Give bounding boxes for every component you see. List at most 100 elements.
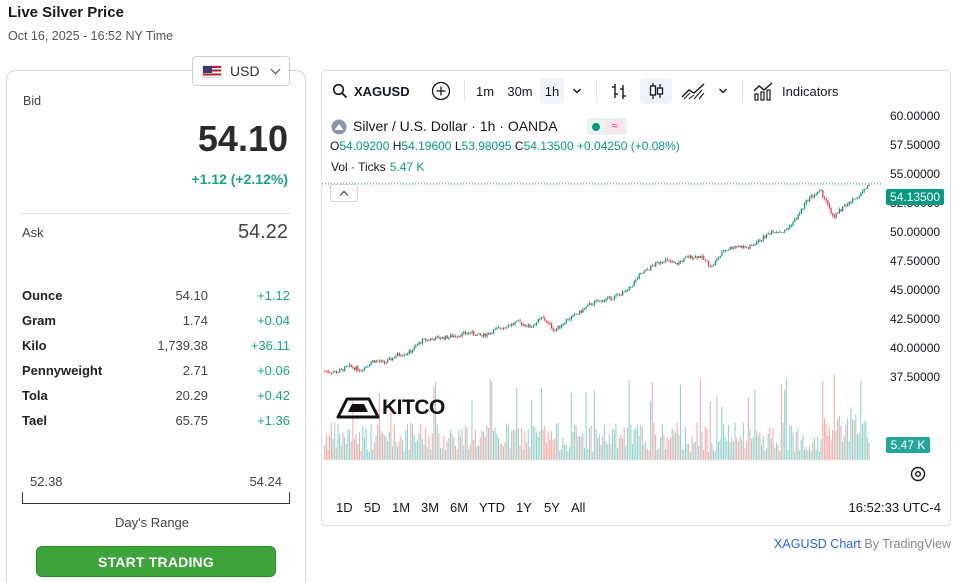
candle-body — [777, 231, 779, 233]
volume-bar — [658, 448, 660, 460]
volume-bar — [395, 441, 397, 460]
volume-bar — [507, 424, 509, 460]
indicators-label: Indicators — [782, 83, 839, 99]
volume-bar — [554, 438, 556, 460]
candle-body — [678, 261, 680, 265]
volume-bar — [448, 438, 450, 460]
candle-body — [828, 204, 831, 208]
candle-body — [797, 214, 799, 220]
candle-body — [749, 245, 751, 249]
candle-body — [327, 371, 329, 373]
gear-icon[interactable] — [909, 465, 927, 483]
interval-1h[interactable]: 1h — [540, 78, 564, 104]
candle-body — [787, 228, 789, 230]
volume-bar — [729, 442, 731, 460]
volume-bar — [378, 393, 380, 460]
candle-body — [736, 246, 738, 248]
volume-bar — [362, 426, 364, 460]
candle-body — [729, 247, 731, 250]
candle-body — [458, 335, 460, 337]
y-tick-label: 47.50000 — [890, 254, 940, 268]
volume-bar — [696, 422, 698, 460]
candle-body — [539, 318, 541, 320]
candle-body — [681, 261, 683, 263]
candle-body — [352, 366, 354, 368]
candle-style-button[interactable] — [640, 78, 672, 104]
volume-bar — [567, 451, 569, 460]
collapse-legend-button[interactable] — [330, 184, 358, 202]
symbol-search-button[interactable]: XAGUSD — [332, 78, 412, 104]
candle-body — [349, 364, 351, 366]
volume-bar — [368, 451, 370, 460]
ohlc-close-label: C — [514, 139, 524, 153]
ohlc-open-label: O — [330, 139, 340, 153]
volume-bar — [749, 428, 751, 460]
volume-bar — [711, 442, 713, 460]
range-3m[interactable]: 3M — [421, 500, 440, 515]
candle-body — [519, 320, 521, 323]
candle-body — [674, 263, 677, 264]
candle-body — [789, 225, 791, 229]
volume-bar — [714, 451, 716, 460]
volume-bar — [653, 422, 655, 460]
price-chart[interactable]: 60.0000057.5000055.0000052.5000050.00000… — [322, 110, 942, 462]
bar-style-button[interactable] — [606, 78, 632, 104]
volume-bar — [569, 446, 571, 460]
y-tick-label: 55.00000 — [890, 167, 940, 181]
interval-30m[interactable]: 30m — [507, 83, 533, 99]
range-6m[interactable]: 6M — [450, 500, 469, 515]
chart-style-dropdown[interactable] — [714, 78, 732, 104]
candle-body — [752, 245, 754, 246]
volume-bar — [550, 430, 552, 460]
attribution-link[interactable]: XAGUSD Chart — [774, 537, 861, 551]
unit-change: +36.11 — [250, 338, 290, 353]
volume-bar — [717, 441, 720, 460]
range-5y[interactable]: 5Y — [544, 500, 560, 515]
attribution-text: By TradingView — [864, 537, 951, 551]
candle-body — [863, 188, 865, 192]
volume-bar — [752, 437, 754, 460]
volume-bar — [456, 449, 458, 460]
volume-bar — [403, 451, 405, 460]
y-tick-label: 50.00000 — [890, 225, 940, 239]
candle-body — [666, 259, 668, 261]
unit-price: 20.29 — [175, 388, 208, 403]
candle-body — [663, 261, 665, 263]
area-style-button[interactable] — [678, 78, 708, 104]
candle-body — [382, 360, 384, 362]
candle-body — [815, 193, 817, 196]
range-5d[interactable]: 5D — [364, 500, 381, 515]
compare-symbol-button[interactable] — [428, 78, 454, 104]
volume-bar — [324, 444, 326, 460]
interval-1m[interactable]: 1m — [475, 83, 495, 99]
volume-bar — [383, 435, 385, 460]
indicators-button[interactable]: Indicators — [752, 78, 848, 104]
volume-bar — [600, 444, 602, 460]
volume-bar — [625, 445, 627, 460]
volume-bar — [345, 444, 347, 460]
candle-body — [378, 361, 381, 363]
range-1m[interactable]: 1M — [392, 500, 411, 515]
range-ytd[interactable]: YTD — [479, 500, 505, 515]
currency-select[interactable]: USD — [192, 56, 290, 86]
range-1d[interactable]: 1D — [336, 500, 353, 515]
range-all[interactable]: All — [571, 500, 586, 515]
market-status-badge[interactable]: ≈ — [587, 118, 627, 135]
ask-price: 54.22 — [237, 221, 288, 243]
candle-body — [415, 345, 417, 347]
candle-body — [595, 300, 597, 302]
candle-body — [340, 368, 342, 370]
interval-dropdown[interactable] — [568, 78, 586, 104]
volume-bar — [512, 429, 514, 460]
start-trading-button[interactable]: START TRADING — [36, 546, 276, 577]
volume-bar — [741, 439, 743, 460]
volume-bar — [529, 446, 531, 460]
candle-body — [845, 205, 847, 207]
candle-body — [436, 336, 438, 338]
range-1y[interactable]: 1Y — [516, 500, 532, 515]
volume-bar — [635, 428, 637, 460]
candle-body — [484, 333, 486, 337]
candle-body — [626, 289, 629, 291]
volume-bar — [430, 449, 432, 460]
candle-body — [403, 354, 405, 356]
